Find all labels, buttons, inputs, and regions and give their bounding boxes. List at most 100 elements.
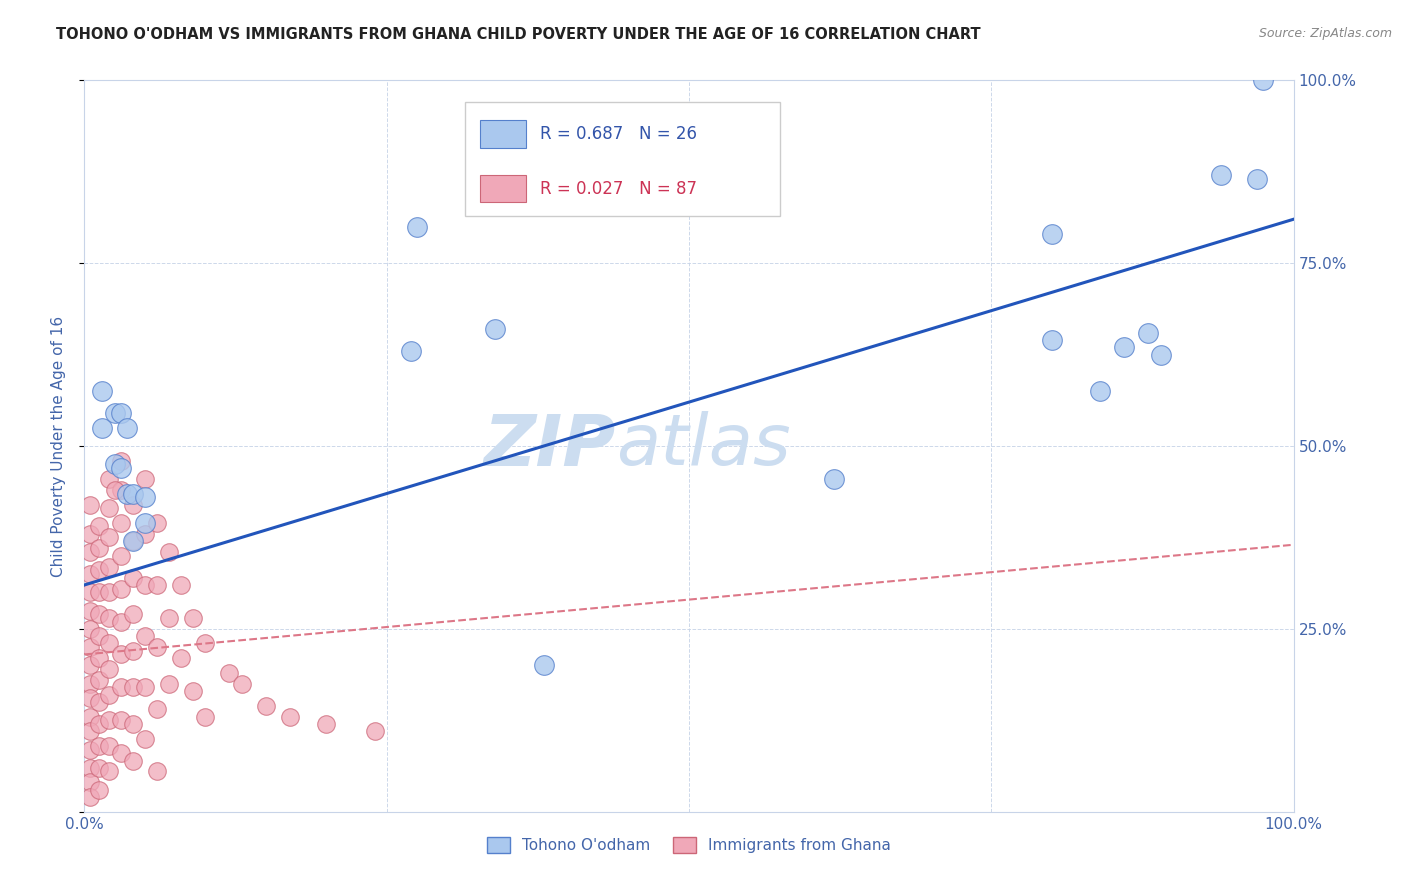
- Point: [79, 724, 101, 739]
- Point: [194, 636, 217, 650]
- Point: [110, 746, 132, 760]
- Point: [79, 676, 101, 690]
- Point: [79, 775, 101, 789]
- Point: [91, 384, 114, 399]
- Point: [315, 717, 337, 731]
- Point: [97, 611, 120, 625]
- Point: [254, 698, 277, 713]
- Point: [79, 622, 101, 636]
- Point: [823, 472, 845, 486]
- Point: [79, 790, 101, 805]
- Point: [79, 545, 101, 559]
- Point: [87, 607, 110, 622]
- Point: [79, 585, 101, 599]
- Point: [533, 658, 555, 673]
- Point: [181, 611, 204, 625]
- Point: [1209, 169, 1232, 183]
- Point: [134, 516, 156, 530]
- Point: [115, 421, 138, 435]
- Point: [97, 764, 120, 779]
- Point: [134, 629, 156, 643]
- Point: [110, 582, 132, 596]
- Point: [181, 684, 204, 698]
- Point: [97, 530, 120, 544]
- Point: [87, 673, 110, 687]
- Point: [110, 681, 132, 695]
- Point: [87, 629, 110, 643]
- Point: [121, 534, 143, 549]
- Point: [79, 526, 101, 541]
- Y-axis label: Child Poverty Under the Age of 16: Child Poverty Under the Age of 16: [51, 316, 66, 576]
- Point: [79, 498, 101, 512]
- Point: [79, 567, 101, 582]
- Point: [104, 406, 127, 420]
- Point: [87, 585, 110, 599]
- Point: [1246, 172, 1268, 186]
- Point: [97, 688, 120, 702]
- Point: [97, 559, 120, 574]
- Point: [484, 322, 506, 336]
- Point: [110, 453, 132, 467]
- Point: [110, 406, 132, 420]
- Point: [170, 578, 193, 592]
- Text: Source: ZipAtlas.com: Source: ZipAtlas.com: [1258, 27, 1392, 40]
- Point: [97, 662, 120, 676]
- Point: [1040, 227, 1063, 241]
- Point: [121, 644, 143, 658]
- Point: [79, 640, 101, 655]
- Point: [79, 658, 101, 673]
- Point: [194, 709, 217, 723]
- Text: atlas: atlas: [616, 411, 792, 481]
- Point: [87, 739, 110, 753]
- Point: [146, 702, 169, 716]
- Point: [97, 714, 120, 728]
- Point: [1088, 384, 1111, 399]
- Point: [1137, 326, 1160, 340]
- Point: [134, 472, 156, 486]
- Point: [121, 534, 143, 549]
- Point: [146, 764, 169, 779]
- Point: [157, 611, 180, 625]
- Point: [363, 724, 385, 739]
- Point: [134, 490, 156, 504]
- Point: [97, 501, 120, 516]
- Point: [121, 754, 143, 768]
- Point: [87, 651, 110, 665]
- Point: [1114, 340, 1136, 354]
- Point: [97, 472, 120, 486]
- Text: ZIP: ZIP: [484, 411, 616, 481]
- Point: [121, 571, 143, 585]
- Point: [115, 486, 138, 500]
- Point: [146, 578, 169, 592]
- Point: [104, 483, 127, 497]
- Point: [121, 486, 143, 500]
- Point: [87, 782, 110, 797]
- Text: TOHONO O'ODHAM VS IMMIGRANTS FROM GHANA CHILD POVERTY UNDER THE AGE OF 16 CORREL: TOHONO O'ODHAM VS IMMIGRANTS FROM GHANA …: [56, 27, 981, 42]
- Point: [121, 717, 143, 731]
- Point: [97, 636, 120, 650]
- Point: [121, 498, 143, 512]
- Point: [97, 739, 120, 753]
- Point: [1149, 347, 1171, 362]
- Point: [231, 676, 253, 690]
- Point: [110, 615, 132, 629]
- Point: [87, 717, 110, 731]
- Point: [278, 709, 301, 723]
- Point: [1253, 73, 1275, 87]
- Point: [79, 603, 101, 617]
- Point: [157, 545, 180, 559]
- Point: [146, 640, 169, 655]
- Point: [121, 607, 143, 622]
- Point: [79, 709, 101, 723]
- Point: [87, 519, 110, 533]
- Point: [79, 761, 101, 775]
- Text: R = 0.027   N = 87: R = 0.027 N = 87: [540, 179, 697, 197]
- Point: [87, 563, 110, 577]
- Point: [134, 681, 156, 695]
- Point: [146, 516, 169, 530]
- Point: [110, 648, 132, 662]
- Point: [134, 526, 156, 541]
- Point: [87, 541, 110, 556]
- Point: [134, 731, 156, 746]
- FancyBboxPatch shape: [465, 103, 780, 216]
